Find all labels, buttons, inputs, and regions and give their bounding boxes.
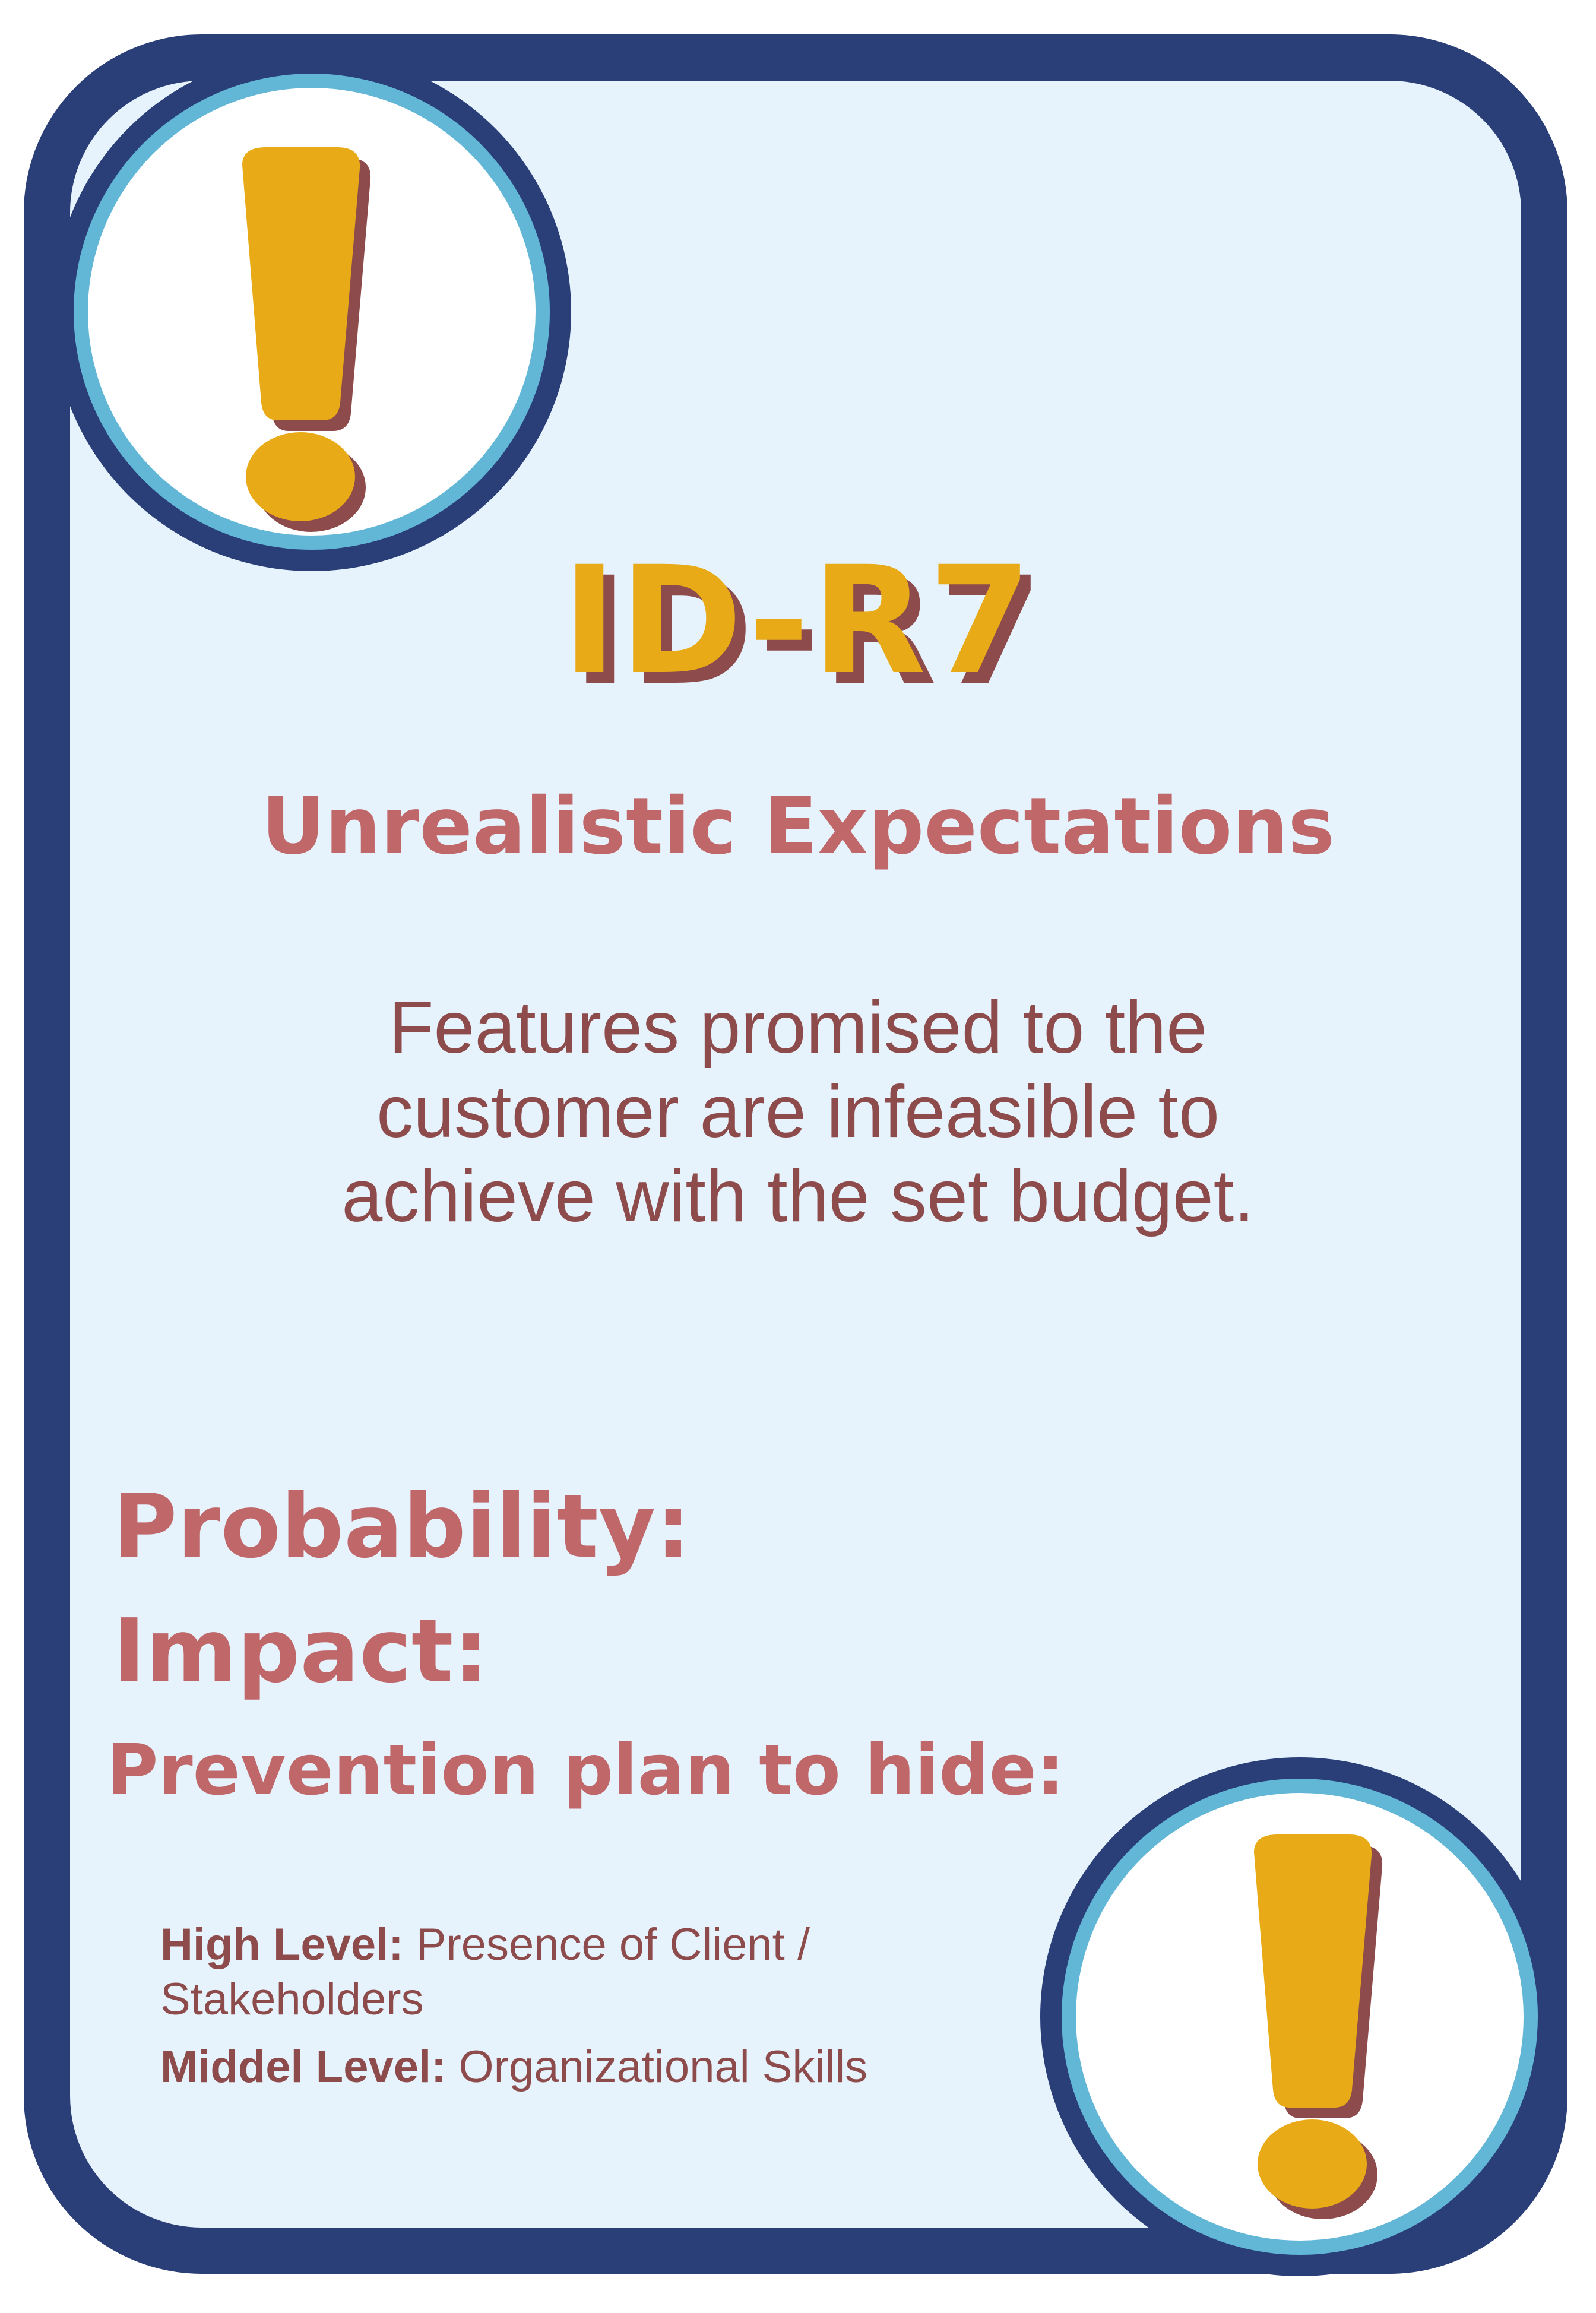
description-line: customer are infeasible to <box>376 1071 1220 1153</box>
prevention-levels: High Level: Presence of Client / Stakeho… <box>160 1918 992 2108</box>
prevention-plan-label: Prevention plan to hide: <box>107 1729 1065 1811</box>
level-text: Organizational Skills <box>458 2042 868 2092</box>
exclamation-icon <box>242 147 371 532</box>
warning-badge-bottom-right <box>1040 1757 1559 2276</box>
risk-title: Unrealistic Expectations <box>261 781 1335 872</box>
impact-label: Impact: <box>113 1600 489 1702</box>
exclamation-icon <box>1254 1834 1383 2219</box>
level-item-high: High Level: Presence of Client / Stakeho… <box>160 1918 992 2027</box>
probability-label: Probability: <box>113 1475 691 1577</box>
warning-badge-top-left <box>52 52 571 571</box>
level-label: Middel Level: <box>160 2042 446 2092</box>
risk-id: ID-R7 <box>562 534 1034 707</box>
risk-description: Features promised to the customer are in… <box>0 986 1596 1238</box>
description-line: achieve with the set budget. <box>341 1155 1255 1237</box>
description-line: Features promised to the <box>388 987 1208 1069</box>
level-item-middle: Middel Level: Organizational Skills <box>160 2040 992 2095</box>
level-text: Presence of Client / Stakeholders <box>160 1919 810 2024</box>
level-label: High Level: <box>160 1919 404 1970</box>
